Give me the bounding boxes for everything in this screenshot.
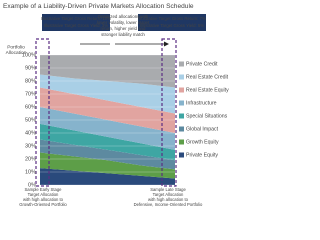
legend-label: Private Equity xyxy=(186,152,218,158)
caption-text: Sample Late Stage xyxy=(150,187,186,192)
right-highlight xyxy=(161,38,177,187)
legend-swatch xyxy=(179,152,184,158)
legend-label: Special Situations xyxy=(186,113,228,119)
area xyxy=(40,55,175,88)
caption-text: Target Allocation xyxy=(153,192,184,197)
caption-text: with high allocation to xyxy=(23,197,64,202)
caption-text: with high allocation to xyxy=(148,197,189,202)
caption-text: Defensive, Income-Oriented Portfolio xyxy=(134,202,203,207)
caption-text: Sample Early Stage xyxy=(24,187,62,192)
note-text: return, higher yield and xyxy=(101,26,146,31)
y-axis-label: Portfolio xyxy=(7,44,25,50)
legend-swatch xyxy=(179,113,184,119)
box-text: Illustrative Target Gross Return: 7% xyxy=(138,16,206,21)
legend-swatch xyxy=(179,100,184,106)
y-tick-label: 40% xyxy=(25,130,36,136)
y-tick-label: 10% xyxy=(25,169,36,175)
legend-swatch xyxy=(179,126,184,132)
legend-label: Real Estate Equity xyxy=(186,87,229,93)
y-tick-label: 100% xyxy=(22,52,36,58)
y-tick-label: 0% xyxy=(28,182,36,188)
box-text: Illustrative Target Gross Return: 10% xyxy=(41,16,111,21)
y-tick-label: 60% xyxy=(25,104,36,110)
caption-text: Target Allocation xyxy=(28,192,59,197)
area xyxy=(40,107,175,150)
box-text: Illustrative Target Gross Yield: 3% xyxy=(44,23,108,28)
box-text: Illustrative Target Gross Yield: 5% xyxy=(140,23,204,28)
left-box xyxy=(42,14,110,31)
y-tick-label: 20% xyxy=(25,156,36,162)
legend-label: Private Credit xyxy=(186,61,218,67)
page: Example of a Liability-Driven Private Ma… xyxy=(3,2,230,208)
area xyxy=(40,139,175,170)
left-highlight xyxy=(35,38,50,187)
legend-label: Real Estate Credit xyxy=(186,74,229,80)
note-text: stronger liability match xyxy=(101,32,145,37)
plot-area xyxy=(40,54,175,186)
legend-label: Growth Equity xyxy=(186,139,219,145)
legend-swatch xyxy=(179,87,184,93)
chart: Example of a Liability-Driven Private Ma… xyxy=(3,3,229,207)
y-tick-label: 30% xyxy=(25,143,36,149)
y-tick-label: 50% xyxy=(25,117,36,123)
legend-swatch xyxy=(179,61,184,67)
note-text: Optimized allocations with xyxy=(98,14,149,19)
note-text: lower volatility, lower target xyxy=(97,20,150,25)
arrow-head xyxy=(164,41,169,47)
legend-label: Global Impact xyxy=(186,126,219,132)
legend-label: Infrastructure xyxy=(186,100,217,106)
legend-swatch xyxy=(179,74,184,80)
area xyxy=(40,168,175,185)
y-tick-label: 80% xyxy=(25,78,36,84)
y-axis-label: Allocation xyxy=(6,50,27,56)
chart-title: Example of a Liability-Driven Private Ma… xyxy=(3,3,194,10)
y-tick-label: 70% xyxy=(25,91,36,97)
area xyxy=(40,87,175,133)
right-box xyxy=(138,14,206,31)
caption-text: Growth-Oriented Portfolio xyxy=(19,202,67,207)
legend-swatch xyxy=(179,139,184,145)
y-tick-label: 90% xyxy=(25,65,36,71)
